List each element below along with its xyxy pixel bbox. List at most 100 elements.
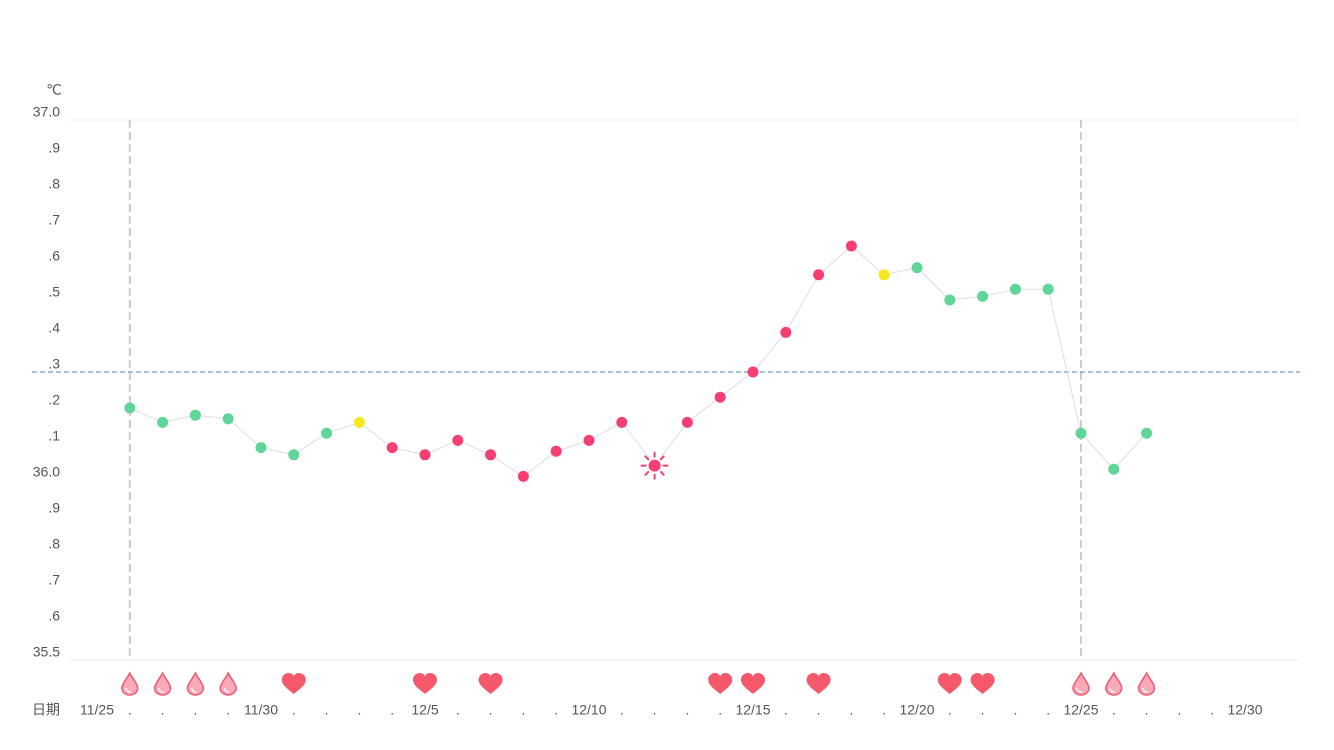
x-tick-label: 12/20 xyxy=(899,702,934,718)
x-tick-label: . xyxy=(653,702,657,718)
x-tick-label: 11/30 xyxy=(244,702,278,718)
sun-ray xyxy=(659,470,665,476)
temperature-point xyxy=(550,445,562,457)
period-icon xyxy=(1072,671,1090,696)
temperature-point xyxy=(189,409,201,421)
temperature-point xyxy=(813,269,825,281)
temperature-point xyxy=(616,416,628,428)
x-tick-label: . xyxy=(718,702,722,718)
temperature-point xyxy=(157,416,169,428)
heart-icon xyxy=(937,673,962,694)
x-tick-label: . xyxy=(882,702,886,718)
temperature-point xyxy=(878,269,890,281)
x-tick-label: . xyxy=(784,702,788,718)
x-axis-label: 日期 xyxy=(32,702,60,718)
x-tick-label: . xyxy=(1013,702,1017,718)
temperature-point xyxy=(911,262,923,274)
y-tick-label: 36.0 xyxy=(33,464,60,480)
x-tick-label: . xyxy=(456,702,460,718)
x-tick-label: . xyxy=(1145,702,1149,718)
heart-icon xyxy=(806,673,831,694)
period-icon xyxy=(186,671,205,696)
x-tick-label: . xyxy=(226,702,230,718)
temperature-point xyxy=(452,434,464,446)
y-tick-label: .8 xyxy=(48,176,60,192)
x-tick-label: . xyxy=(948,702,952,718)
temperature-point xyxy=(1009,283,1021,295)
heart-icon xyxy=(478,673,503,694)
heart-icon xyxy=(281,673,306,694)
x-tick-label: . xyxy=(292,702,296,718)
temperature-point xyxy=(1042,283,1054,295)
x-tick-label: . xyxy=(817,702,821,718)
y-tick-label: .3 xyxy=(48,356,60,372)
y-tick-label: .7 xyxy=(48,212,60,228)
temperature-point xyxy=(1075,427,1087,439)
x-tick-label: 12/10 xyxy=(571,702,606,718)
temperature-point xyxy=(386,442,398,454)
y-tick-label: 37.0 xyxy=(33,104,60,120)
x-tick-label: . xyxy=(1177,702,1181,718)
period-icon xyxy=(1137,671,1156,696)
period-icon xyxy=(121,671,139,696)
temperature-point xyxy=(485,449,497,461)
temperature-point xyxy=(944,294,956,306)
y-tick-label: 35.5 xyxy=(33,644,60,660)
x-tick-label: . xyxy=(390,702,394,718)
temperature-point xyxy=(747,366,759,378)
temperature-point xyxy=(222,413,234,425)
heart-icon xyxy=(413,673,437,694)
drop-shine xyxy=(1076,687,1083,693)
temperature-point xyxy=(124,402,136,414)
temperature-point xyxy=(681,416,693,428)
drop-shine xyxy=(125,687,131,693)
x-tick-label: . xyxy=(685,702,689,718)
temperature-line xyxy=(129,245,1147,478)
sun-ray xyxy=(644,470,650,476)
x-tick-label: . xyxy=(981,702,985,718)
x-tick-label: . xyxy=(554,702,558,718)
drop-shine xyxy=(223,687,230,693)
heart-icon xyxy=(970,673,995,694)
x-tick-label: . xyxy=(357,702,361,718)
temperature-point xyxy=(419,449,431,461)
x-tick-label: . xyxy=(1112,702,1116,718)
y-tick-label: .5 xyxy=(48,284,60,300)
y-tick-label: .9 xyxy=(48,140,60,156)
temperature-point xyxy=(1141,427,1153,439)
drop-shine xyxy=(157,687,164,693)
x-tick-label: . xyxy=(1210,702,1214,718)
period-icon xyxy=(153,671,172,696)
x-tick-label: 12/15 xyxy=(735,702,770,718)
temperature-point xyxy=(353,416,365,428)
temperature-point xyxy=(288,449,300,461)
temperature-point xyxy=(714,391,726,403)
x-tick-label: 12/5 xyxy=(411,702,438,718)
x-tick-label: 12/25 xyxy=(1063,702,1098,718)
x-tick-label: . xyxy=(521,702,525,718)
x-tick-label: 11/25 xyxy=(80,702,114,718)
temperature-point xyxy=(977,290,989,302)
temperature-point xyxy=(255,442,267,454)
y-tick-label: .6 xyxy=(48,608,60,624)
heart-icon xyxy=(741,673,765,694)
x-tick-label: . xyxy=(1046,702,1050,718)
drop-shine xyxy=(190,687,197,693)
x-tick-label: . xyxy=(325,702,329,718)
x-tick-label: . xyxy=(620,702,624,718)
x-tick-label: . xyxy=(161,702,165,718)
x-tick-label: 12/30 xyxy=(1227,702,1262,718)
temperature-point xyxy=(780,326,792,338)
drop-shine xyxy=(1141,687,1148,693)
ovulation-point xyxy=(640,451,669,480)
y-tick-label: .7 xyxy=(48,572,60,588)
temperature-point xyxy=(583,434,595,446)
y-axis-label: ℃ xyxy=(46,82,62,98)
temperature-point xyxy=(517,470,529,482)
y-tick-label: .2 xyxy=(48,392,60,408)
period-icon xyxy=(219,671,237,696)
y-tick-label: .1 xyxy=(48,428,60,444)
x-tick-label: . xyxy=(489,702,493,718)
x-tick-label: . xyxy=(128,702,132,718)
